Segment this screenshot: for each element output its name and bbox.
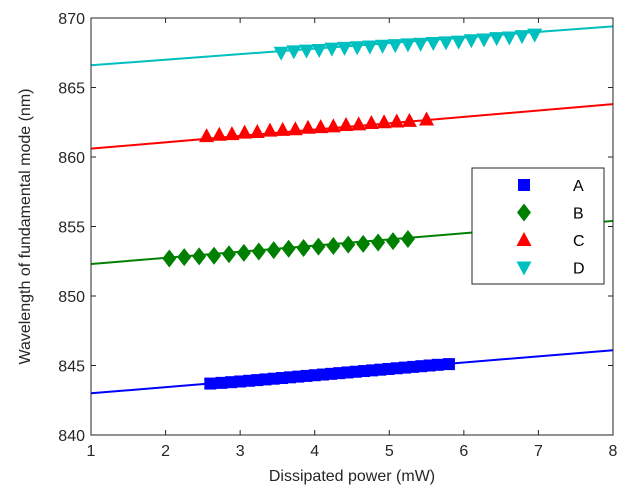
data-point-series-c [237,124,253,139]
data-point-series-b [386,232,401,251]
data-point-series-c [199,128,215,143]
data-point-series-b [356,234,371,253]
data-point-series-b [266,241,281,260]
y-tick-label: 870 [58,11,85,28]
data-point-series-d [286,45,302,60]
data-point-series-c [262,122,278,137]
data-point-series-d [463,34,479,49]
data-point-series-a [204,377,217,390]
data-point-series-d [514,30,530,45]
data-point-series-d [527,28,543,43]
data-point-series-b [177,248,192,267]
x-tick-label: 5 [385,443,394,460]
data-point-series-b [296,239,311,258]
data-point-series-d [349,41,365,56]
legend-label-series-d: D [573,261,585,278]
data-point-series-c [325,118,341,133]
data-point-series-d [387,39,403,54]
legend-label-series-c: C [573,233,585,250]
data-point-series-c [275,121,291,136]
data-point-series-c [211,126,227,141]
data-point-series-d [273,46,289,61]
x-tick-label: 6 [459,443,468,460]
data-point-series-c [300,119,316,134]
legend-marker-series-d [516,261,532,276]
data-point-series-b [371,233,386,252]
data-point-series-a [442,358,455,371]
data-point-series-c [389,113,405,128]
data-point-series-b [207,246,222,265]
data-point-series-d [375,39,391,54]
data-point-series-d [400,38,416,53]
data-markers [162,28,543,390]
x-tick-label: 8 [609,443,618,460]
data-point-series-d [311,43,327,58]
data-point-series-d [501,31,517,46]
legend-marker-series-a [518,179,530,191]
data-point-series-c [419,111,435,126]
data-point-series-d [476,33,492,48]
data-point-series-d [489,32,505,47]
data-point-series-b [326,236,341,255]
data-point-series-a [215,376,228,389]
data-point-series-d [451,35,467,50]
data-point-series-d [362,40,378,55]
y-tick-label: 860 [58,150,85,167]
data-point-series-d [324,42,340,57]
data-point-series-d [438,36,454,51]
y-tick-label: 840 [58,428,85,445]
fit-line-series-c [90,103,614,150]
y-tick-label: 865 [58,81,85,98]
y-tick-label: 845 [58,359,85,376]
data-point-series-d [337,41,353,56]
data-point-series-b [221,245,236,264]
data-point-series-d [413,37,429,52]
data-point-series-b [162,249,177,268]
x-tick-label: 7 [534,443,543,460]
data-point-series-b [341,235,356,254]
data-point-series-c [338,117,354,132]
data-point-series-b [192,247,207,266]
data-point-series-b [281,239,296,258]
x-tick-label: 2 [161,443,170,460]
y-tick-label: 850 [58,289,85,306]
data-point-series-c [224,126,240,141]
data-point-series-b [251,242,266,261]
y-axis: 840 845 850 855 860 865 870 [58,11,613,445]
y-axis-title: Wavelength of fundamental mode (nm) [17,89,34,365]
legend-marker-series-b [517,203,531,222]
data-point-series-c [376,114,392,129]
x-tick-label: 1 [87,443,96,460]
x-axis-title: Dissipated power (mW) [269,468,435,485]
legend-label-series-a: A [573,178,584,195]
x-tick-label: 4 [310,443,319,460]
data-point-series-c [363,114,379,129]
legend-marker-series-c [516,232,532,246]
x-tick-label: 3 [236,443,245,460]
data-point-series-b [311,237,326,256]
data-point-series-c [287,121,303,136]
data-point-series-d [425,37,441,52]
x-axis: 1 2 3 4 5 6 7 8 [87,18,618,460]
data-point-series-c [351,116,367,131]
data-point-series-a [431,358,444,371]
data-point-series-b [236,243,251,262]
data-point-series-c [401,112,417,127]
legend-label-series-b: B [573,206,584,223]
y-tick-label: 855 [58,220,85,237]
data-point-series-c [313,119,329,134]
data-point-series-d [299,44,315,59]
legend-box [471,167,605,285]
data-point-series-c [249,123,265,138]
data-point-series-b [400,230,415,249]
